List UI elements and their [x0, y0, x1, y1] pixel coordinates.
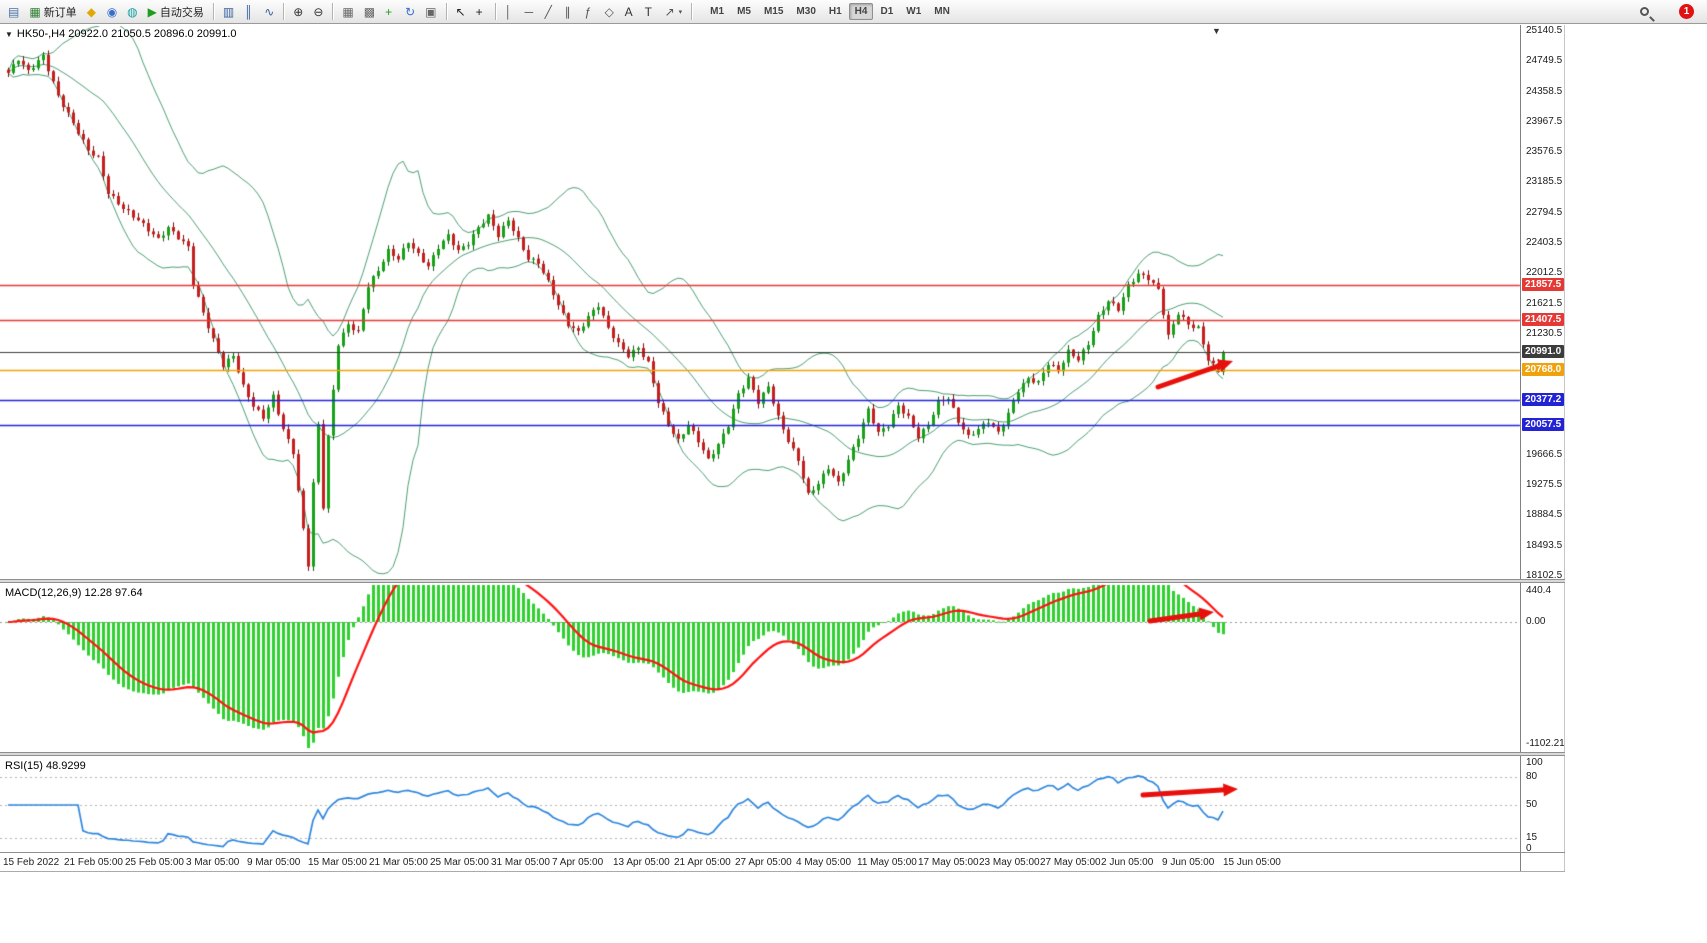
timeframe-m15[interactable]: M15: [763, 6, 784, 17]
dropdown-arrow-icon: ▾: [678, 8, 683, 16]
cursor-button[interactable]: ↖: [451, 2, 471, 22]
toolbar-separator: [283, 3, 285, 20]
timeframe-group: M1 M5 M15 M30 H1 H4 D1 W1 MN: [704, 3, 956, 20]
new-order-icon: ▦: [29, 4, 41, 19]
toolbar: ▤ ▦ 新订单 ◆ ◉ ◍ ▶ 自动交易 ▥ ║ ∿ ⊕ ⊖ ▦ ▩ + ↻ ▣ ↖ + │ ─ ╱ ∥ ƒ ◇ A T ↗ ▾ M1 M5…: [0, 0, 1707, 24]
timeframe-d1[interactable]: D1: [880, 6, 894, 17]
cascade-windows-button[interactable]: ▩: [359, 2, 380, 22]
trendline-icon: ╱: [544, 4, 552, 19]
search-icon[interactable]: [1640, 7, 1649, 16]
toolbar-left-group: ▤ ▦ 新订单 ◆ ◉ ◍ ▶ 自动交易 ▥ ║ ∿ ⊕ ⊖ ▦ ▩ + ↻ ▣ ↖ + │ ─ ╱ ∥ ƒ ◇ A T ↗ ▾: [3, 2, 696, 22]
zoom-in-button[interactable]: ⊕: [288, 2, 308, 22]
metaquotes-icon: ◆: [86, 4, 96, 19]
tile-windows-icon: ▦: [342, 4, 354, 19]
timeframe-w1[interactable]: W1: [906, 6, 922, 17]
vertical-line-button[interactable]: │: [500, 2, 520, 22]
chart-window-icon: ▤: [8, 4, 20, 19]
candles-chart-icon: ║: [244, 4, 253, 19]
bars-chart-button[interactable]: ▥: [218, 2, 239, 22]
tile-windows-button[interactable]: ▦: [337, 2, 358, 22]
crosshair-icon: +: [475, 4, 483, 19]
line-chart-button[interactable]: ∿: [259, 2, 279, 22]
horizontal-line-icon: ─: [524, 4, 534, 19]
text-button[interactable]: A: [620, 2, 640, 22]
crosshair-button[interactable]: +: [471, 2, 491, 22]
notification-badge[interactable]: 1: [1679, 4, 1694, 19]
channel-button[interactable]: ∥: [560, 2, 580, 22]
new-chart-icon: +: [385, 4, 393, 19]
text-label-icon: T: [644, 4, 652, 19]
toolbar-right-group: 1: [1640, 4, 1704, 19]
arrows-tool-button[interactable]: ↗ ▾: [660, 2, 688, 22]
channel-icon: ∥: [564, 4, 571, 19]
auto-trading-button-label: 自动交易: [159, 6, 204, 19]
new-chart-button[interactable]: +: [380, 2, 400, 22]
zoom-out-icon: ⊖: [313, 4, 324, 19]
auto-trading-icon: ▶: [147, 4, 157, 19]
bars-chart-icon: ▥: [222, 4, 235, 19]
chart-window-button[interactable]: ▤: [3, 2, 24, 22]
toolbar-separator: [691, 3, 693, 20]
text-icon: A: [624, 4, 633, 19]
zoom-in-icon: ⊕: [293, 4, 304, 19]
profile-icon: ◉: [106, 4, 118, 19]
cycle-symbols-button[interactable]: ↻: [400, 2, 420, 22]
cycle-symbols-icon: ↻: [405, 4, 416, 19]
timeframe-h1[interactable]: H1: [828, 6, 842, 17]
shapes-button[interactable]: ◇: [600, 2, 620, 22]
community-button[interactable]: ◍: [122, 2, 142, 22]
timeframe-m1[interactable]: M1: [710, 6, 725, 17]
vertical-line-icon: │: [504, 4, 513, 19]
arrows-tool-icon: ↗: [664, 4, 675, 19]
community-icon: ◍: [127, 4, 138, 19]
timeframe-m30[interactable]: M30: [796, 6, 816, 17]
fibonacci-button[interactable]: ƒ: [580, 2, 600, 22]
cascade-windows-icon: ▩: [363, 4, 376, 19]
line-chart-icon: ∿: [264, 4, 275, 19]
trendline-button[interactable]: ╱: [540, 2, 560, 22]
toolbar-separator: [494, 3, 496, 20]
cursor-icon: ↖: [455, 4, 466, 19]
text-label-button[interactable]: T: [640, 2, 660, 22]
profile-button[interactable]: ◉: [102, 2, 122, 22]
toolbar-separator: [212, 3, 214, 20]
timeframe-h4[interactable]: H4: [848, 3, 874, 20]
new-order-button-label: 新订单: [43, 6, 77, 19]
new-order-button[interactable]: ▦ 新订单: [24, 2, 81, 22]
zoom-out-button[interactable]: ⊖: [308, 2, 328, 22]
snapshot-icon: ▣: [425, 4, 437, 19]
snapshot-button[interactable]: ▣: [420, 2, 441, 22]
metaquotes-button[interactable]: ◆: [82, 2, 102, 22]
auto-trading-button[interactable]: ▶ 自动交易: [143, 2, 209, 22]
timeframe-mn[interactable]: MN: [934, 6, 950, 17]
fibonacci-icon: ƒ: [584, 4, 592, 19]
shapes-icon: ◇: [604, 4, 614, 19]
candles-chart-button[interactable]: ║: [239, 2, 259, 22]
horizontal-line-button[interactable]: ─: [520, 2, 540, 22]
toolbar-separator: [445, 3, 447, 20]
timeframe-m5[interactable]: M5: [737, 6, 751, 17]
toolbar-separator: [332, 3, 334, 20]
